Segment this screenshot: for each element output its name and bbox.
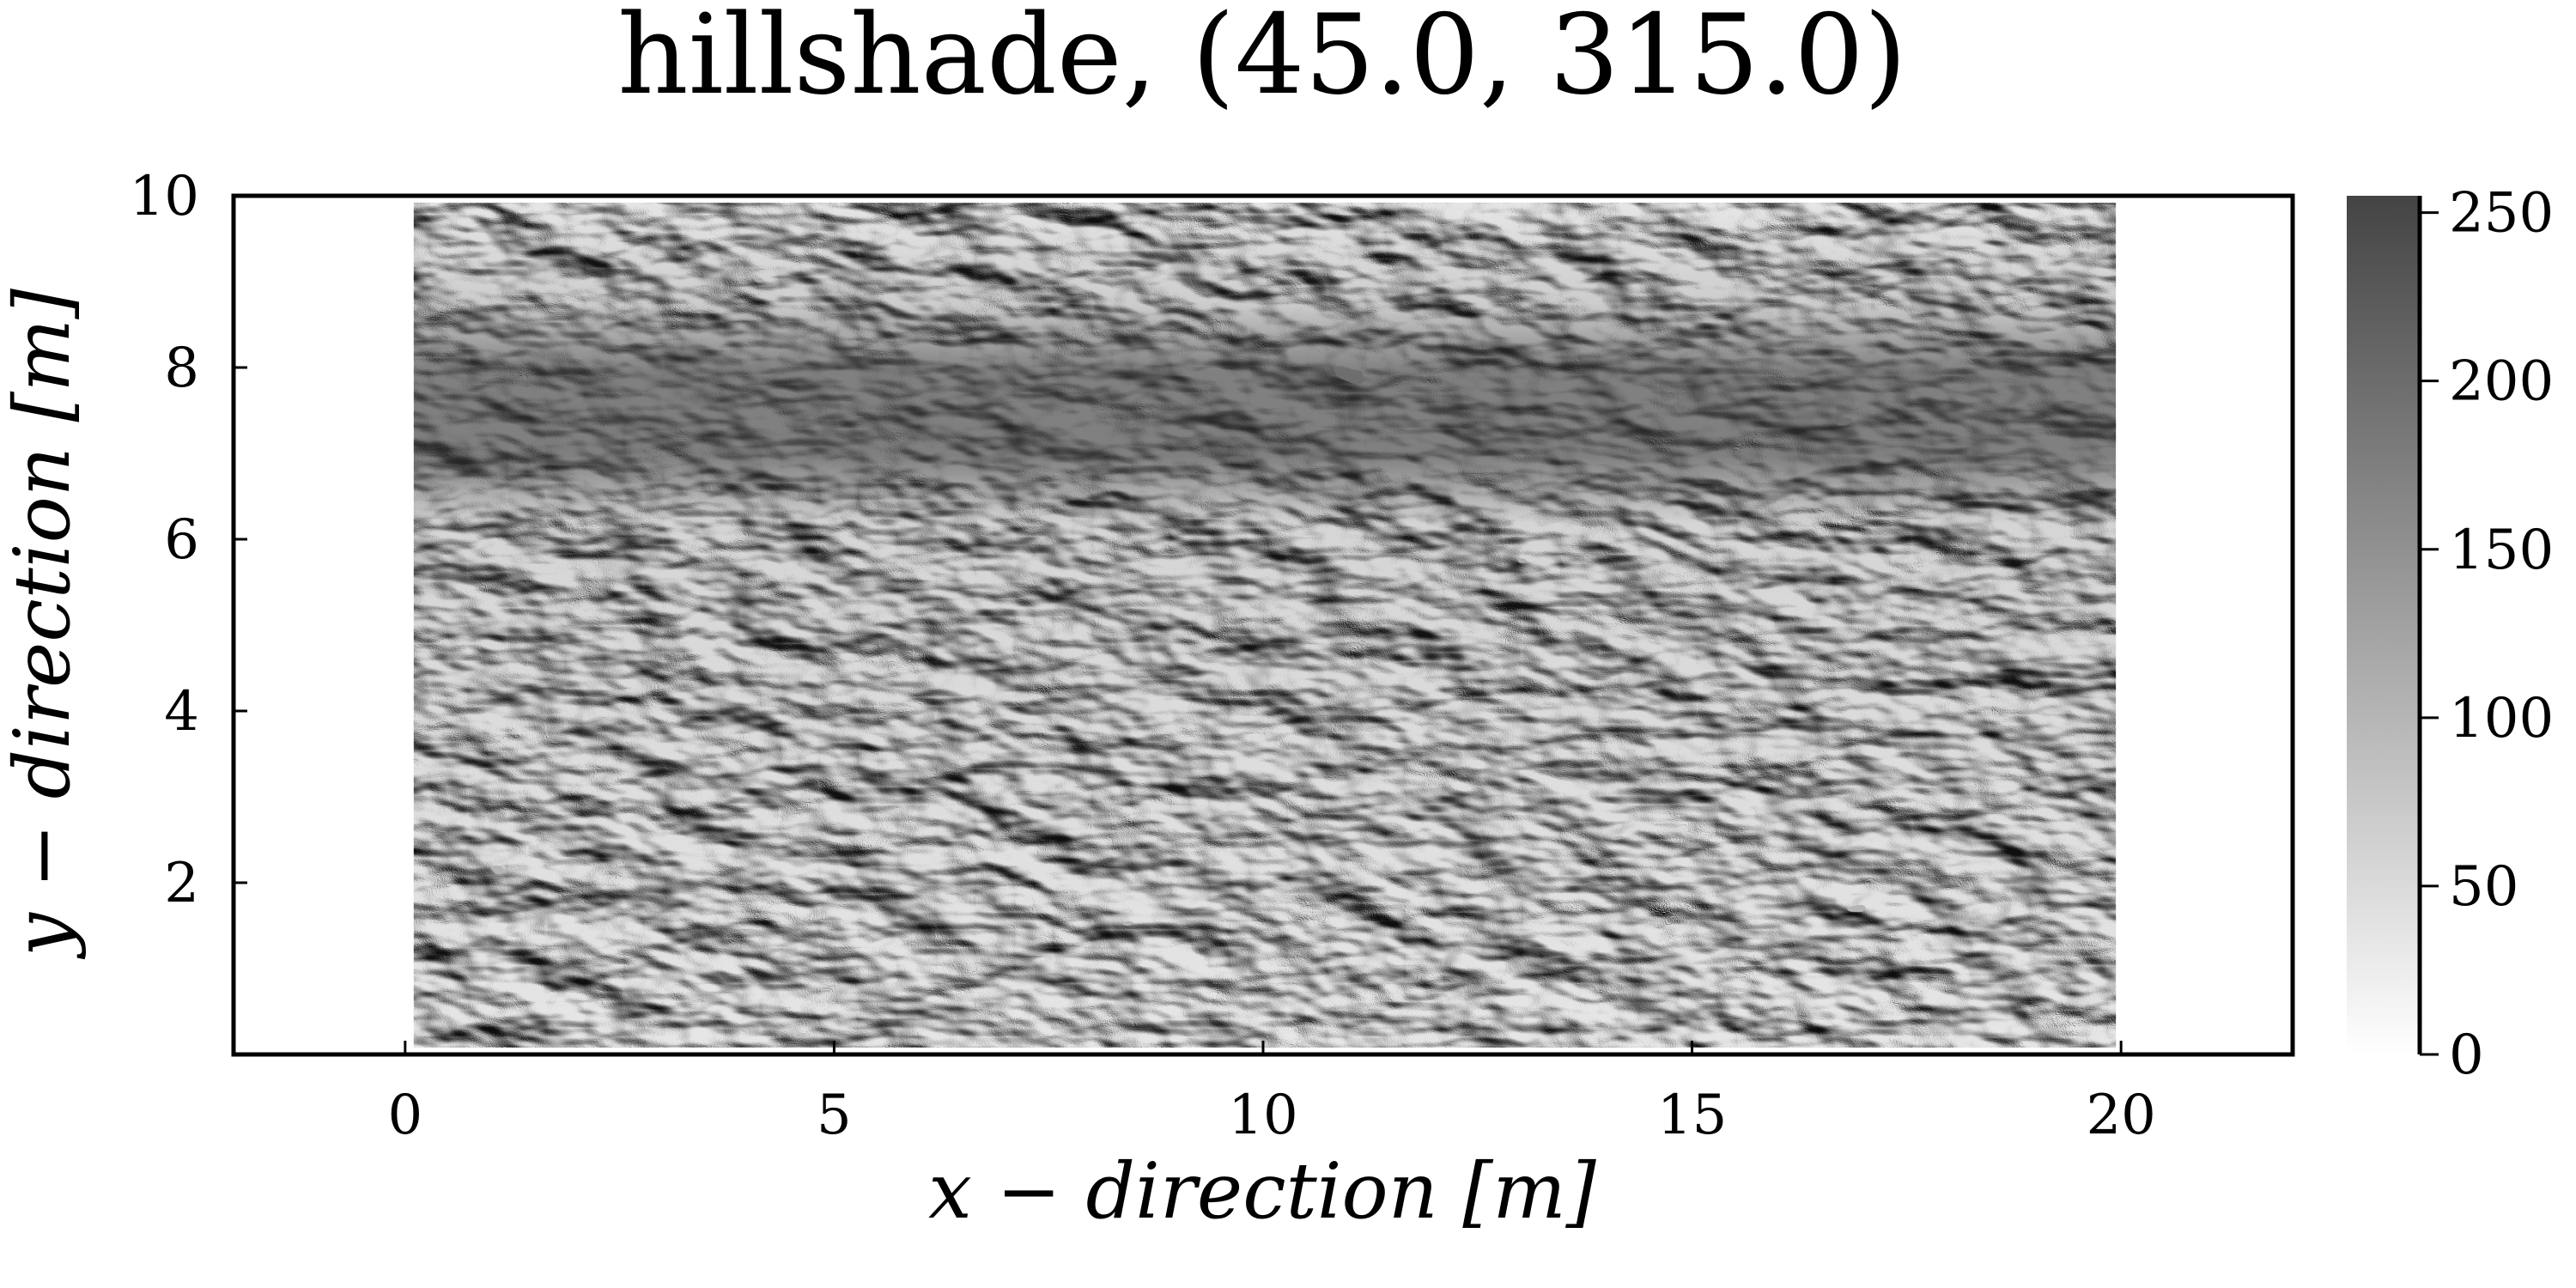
y-tick-label: 10: [130, 165, 199, 228]
colorbar-ticks: 0 50 100 150 200 250: [2420, 182, 2554, 1087]
y-tick-label: 2: [164, 852, 199, 915]
x-tick-label: 0: [387, 1084, 422, 1147]
heatmap-dark-band: [413, 203, 2117, 1048]
colorbar-tick-label: 250: [2449, 182, 2554, 246]
colorbar-tick-label: 50: [2449, 855, 2518, 919]
x-tick-label: 15: [1657, 1084, 1727, 1147]
y-axis-ticks: 2 4 6 8 10: [130, 165, 247, 915]
colorbar: [2347, 196, 2420, 1054]
colorbar-tick-label: 100: [2449, 687, 2554, 750]
x-axis-ticks: 0 5 10 15 20: [387, 1041, 2156, 1147]
x-tick-label: 10: [1228, 1084, 1297, 1147]
y-axis-label: y − direction [m]: [0, 288, 88, 960]
y-tick-label: 4: [164, 680, 199, 744]
chart-title: hillshade, (45.0, 315.0): [617, 0, 1906, 119]
colorbar-tick-label: 200: [2449, 350, 2554, 414]
colorbar-tick-label: 150: [2449, 519, 2554, 582]
x-tick-label: 20: [2086, 1084, 2155, 1147]
y-tick-label: 6: [164, 508, 199, 572]
x-axis-label: x − direction [m]: [928, 1146, 1597, 1236]
x-tick-label: 5: [817, 1084, 852, 1147]
y-tick-label: 8: [164, 337, 199, 400]
colorbar-tick-label: 0: [2449, 1024, 2484, 1087]
heatmap-image: [413, 203, 2117, 1048]
